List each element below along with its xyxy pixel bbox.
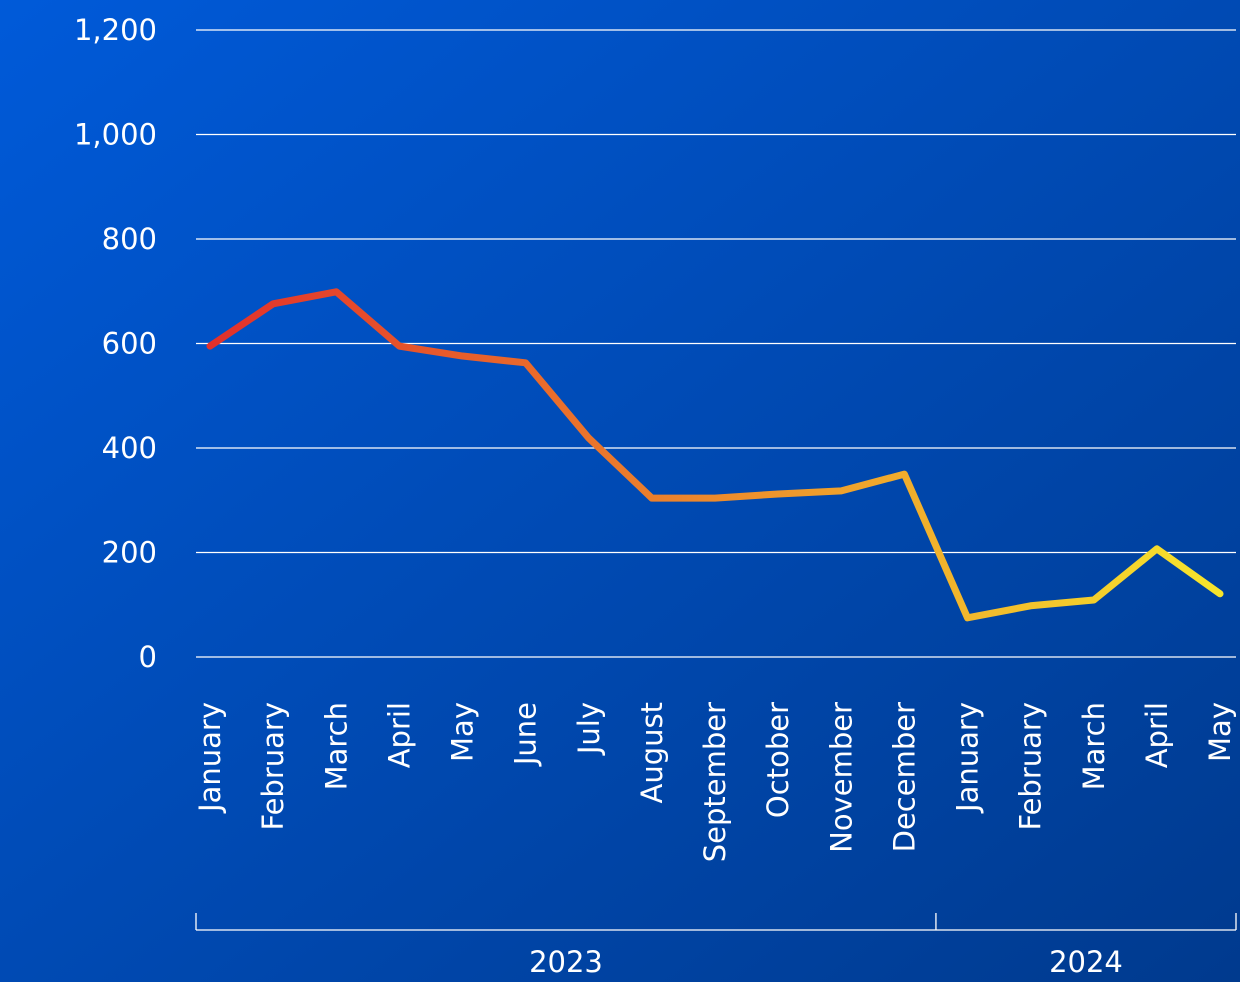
y-tick-label: 200	[102, 536, 157, 570]
x-tick-label: August	[635, 702, 669, 804]
x-tick-label: March	[319, 702, 353, 790]
x-tick-label: September	[698, 702, 732, 862]
x-tick-label: April	[382, 702, 416, 768]
y-tick-label: 0	[139, 640, 157, 674]
y-tick-label: 800	[102, 222, 157, 256]
x-tick-label: February	[256, 702, 290, 831]
y-tick-label: 1,200	[74, 13, 157, 47]
x-tick-label: December	[887, 702, 921, 852]
data-line	[206, 288, 1224, 622]
x-tick-label: June	[509, 702, 543, 767]
y-tick-label: 600	[102, 327, 157, 361]
y-tick-label: 1,000	[74, 118, 157, 152]
x-tick-label: May	[1203, 702, 1237, 762]
x-tick-label: January	[193, 702, 227, 814]
group-label: 2023	[529, 945, 603, 979]
x-tick-label: October	[761, 702, 795, 818]
x-tick-label: July	[572, 702, 606, 756]
x-tick-label: March	[1077, 702, 1111, 790]
x-tick-label: April	[1140, 702, 1174, 768]
x-tick-label: February	[1014, 702, 1048, 831]
x-tick-label: January	[951, 702, 985, 814]
y-tick-label: 400	[102, 431, 157, 465]
group-label: 2024	[1049, 945, 1123, 979]
x-tick-label: May	[446, 702, 480, 762]
x-tick-label: November	[824, 702, 858, 853]
